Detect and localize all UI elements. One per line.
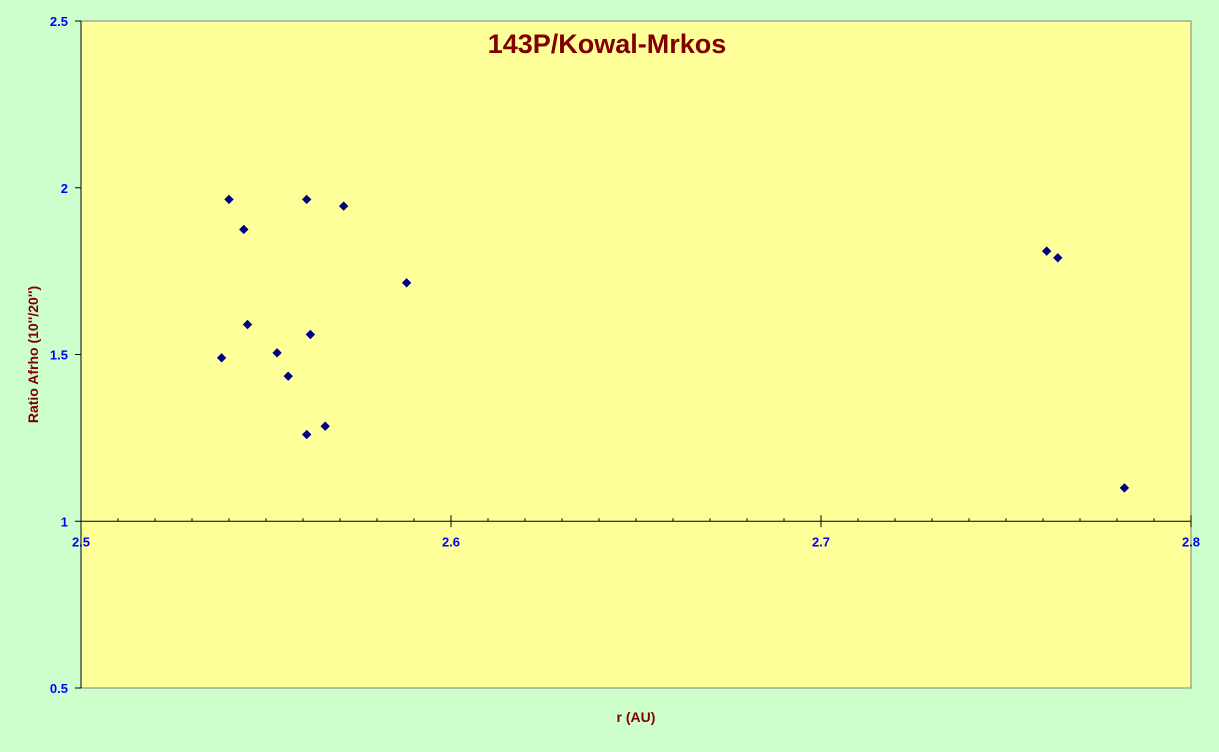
y-tick-label: 2 (61, 181, 68, 196)
data-point (1041, 246, 1052, 256)
y-tick-label: 0.5 (50, 681, 68, 696)
plot-area (80, 20, 1192, 689)
data-point (1053, 253, 1063, 263)
x-tick-label: 2.7 (812, 534, 830, 549)
data-point (320, 421, 330, 431)
x-tick-label: 2.5 (72, 534, 90, 549)
y-tick-label: 1 (61, 514, 68, 529)
data-point (242, 319, 253, 330)
y-tick-labels: 0.5 1 1.5 2 2.5 (50, 14, 68, 696)
y-axis-title: Ratio Afrho (10''/20'') (25, 286, 41, 423)
data-point (272, 348, 282, 358)
data-points (216, 194, 1130, 493)
data-point (401, 278, 412, 288)
data-point (301, 429, 312, 440)
data-point (305, 329, 316, 340)
data-point (338, 201, 349, 211)
chart-title: 143P/Kowal-Mrkos (488, 29, 727, 59)
data-point (216, 353, 227, 363)
y-tick-label: 1.5 (50, 348, 68, 363)
y-tick-label: 2.5 (50, 14, 68, 29)
x-tick-label: 2.8 (1182, 534, 1200, 549)
x-tick-labels: 2.5 2.6 2.7 2.8 (72, 534, 1200, 549)
data-point (283, 371, 293, 381)
data-point (224, 194, 234, 205)
data-point (1119, 483, 1130, 493)
data-point (239, 224, 249, 235)
x-axis-title: r (AU) (617, 709, 656, 725)
x-tick-label: 2.6 (442, 534, 460, 549)
data-point (301, 194, 312, 205)
